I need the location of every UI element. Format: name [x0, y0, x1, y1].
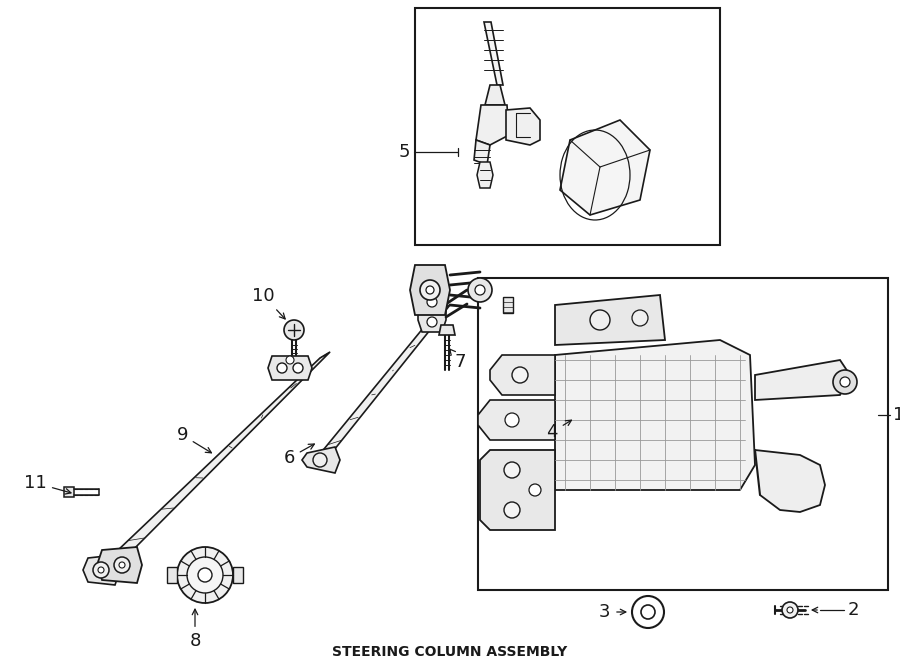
- Circle shape: [426, 286, 434, 294]
- Polygon shape: [410, 265, 450, 315]
- Polygon shape: [233, 567, 243, 583]
- Polygon shape: [755, 360, 850, 400]
- Circle shape: [504, 462, 520, 478]
- Circle shape: [475, 285, 485, 295]
- Polygon shape: [83, 555, 120, 585]
- Circle shape: [529, 484, 541, 496]
- Circle shape: [198, 568, 212, 582]
- Circle shape: [590, 310, 610, 330]
- Polygon shape: [490, 355, 555, 395]
- Circle shape: [512, 367, 528, 383]
- Circle shape: [420, 280, 440, 300]
- Text: 2: 2: [848, 601, 860, 619]
- Circle shape: [782, 602, 798, 618]
- Circle shape: [840, 377, 850, 387]
- Text: 6: 6: [284, 444, 314, 467]
- Circle shape: [284, 320, 304, 340]
- Polygon shape: [476, 105, 509, 145]
- Text: 3: 3: [598, 603, 610, 621]
- Circle shape: [119, 562, 125, 568]
- Polygon shape: [418, 292, 446, 332]
- Polygon shape: [474, 140, 490, 165]
- Text: 10: 10: [252, 287, 285, 319]
- Circle shape: [505, 413, 519, 427]
- Text: 11: 11: [24, 474, 71, 494]
- Polygon shape: [64, 487, 74, 497]
- Circle shape: [313, 453, 327, 467]
- Circle shape: [177, 547, 233, 603]
- Polygon shape: [439, 325, 455, 335]
- Circle shape: [277, 363, 287, 373]
- Circle shape: [504, 502, 520, 518]
- Polygon shape: [477, 162, 493, 188]
- Text: STEERING COLUMN ASSEMBLY: STEERING COLUMN ASSEMBLY: [332, 645, 568, 659]
- Polygon shape: [485, 85, 505, 105]
- Polygon shape: [97, 547, 142, 583]
- Circle shape: [632, 310, 648, 326]
- Circle shape: [787, 607, 793, 613]
- Polygon shape: [95, 352, 330, 572]
- Polygon shape: [503, 297, 513, 313]
- Circle shape: [427, 317, 437, 327]
- Polygon shape: [268, 356, 312, 380]
- Circle shape: [286, 356, 294, 364]
- Circle shape: [641, 605, 655, 619]
- Polygon shape: [315, 305, 450, 460]
- Circle shape: [98, 567, 104, 573]
- Circle shape: [114, 557, 130, 573]
- Text: 1: 1: [893, 406, 900, 424]
- Polygon shape: [302, 447, 340, 473]
- Text: 5: 5: [399, 143, 410, 161]
- Circle shape: [427, 297, 437, 307]
- Polygon shape: [506, 108, 540, 145]
- Circle shape: [93, 562, 109, 578]
- Circle shape: [293, 363, 303, 373]
- Polygon shape: [560, 120, 650, 215]
- Bar: [415, 8, 720, 245]
- Polygon shape: [484, 22, 503, 85]
- Polygon shape: [755, 450, 825, 512]
- Text: 8: 8: [189, 609, 201, 650]
- Text: 7: 7: [450, 349, 466, 371]
- Polygon shape: [478, 400, 555, 440]
- Polygon shape: [555, 295, 665, 345]
- Polygon shape: [167, 567, 177, 583]
- Circle shape: [468, 278, 492, 302]
- Circle shape: [187, 557, 223, 593]
- Circle shape: [833, 370, 857, 394]
- Circle shape: [632, 596, 664, 628]
- Polygon shape: [555, 340, 755, 490]
- Polygon shape: [480, 450, 555, 530]
- Text: 4: 4: [546, 420, 572, 441]
- Bar: [478, 278, 888, 590]
- Text: 9: 9: [176, 426, 212, 453]
